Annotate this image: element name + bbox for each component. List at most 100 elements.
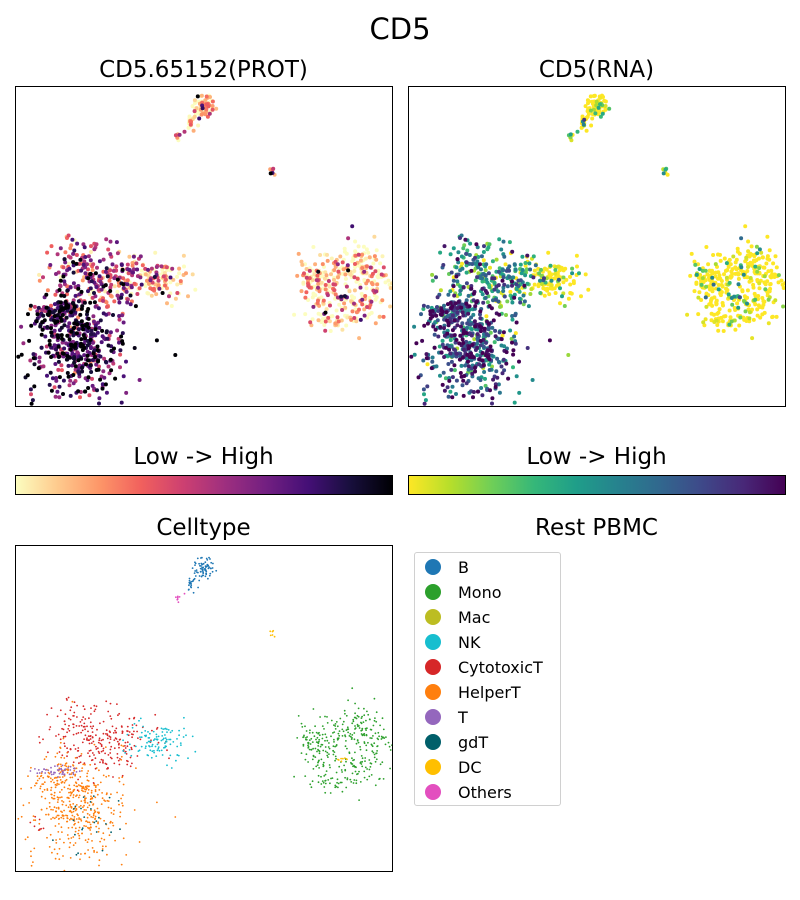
scatter-point xyxy=(70,351,75,356)
scatter-point xyxy=(109,820,112,823)
scatter-point xyxy=(459,305,464,310)
scatter-point xyxy=(54,783,57,786)
scatter-point xyxy=(51,778,54,781)
scatter-point xyxy=(45,373,49,378)
scatter-point xyxy=(194,106,199,111)
scatter-point xyxy=(96,359,100,364)
scatter-point xyxy=(157,747,160,750)
scatter-point xyxy=(81,333,86,338)
scatter-point xyxy=(112,276,117,281)
scatter-point xyxy=(598,95,603,100)
scatter-point xyxy=(105,729,108,732)
scatter-point xyxy=(46,713,48,716)
scatter-point xyxy=(151,745,153,748)
scatter-point xyxy=(124,289,129,294)
scatter-point xyxy=(451,278,456,283)
scatter-point xyxy=(341,728,344,731)
scatter-point xyxy=(98,769,100,772)
scatter-point xyxy=(479,325,484,330)
scatter-point xyxy=(189,119,193,124)
scatter-point xyxy=(361,765,364,768)
scatter-point xyxy=(106,737,109,740)
scatter-point xyxy=(552,286,557,291)
scatter-point xyxy=(105,823,107,825)
scatter-point xyxy=(106,768,108,770)
scatter-point xyxy=(318,750,321,753)
scatter-point xyxy=(58,751,61,753)
scatter-point xyxy=(80,369,84,374)
scatter-point xyxy=(148,278,153,283)
scatter-point xyxy=(77,784,80,786)
scatter-point xyxy=(495,375,500,380)
scatter-point xyxy=(510,340,514,345)
scatter-point xyxy=(421,303,426,308)
scatter-point xyxy=(326,315,331,320)
scatter-point xyxy=(114,839,116,842)
scatter-point xyxy=(122,745,125,748)
scatter-point xyxy=(202,574,205,577)
scatter-point xyxy=(44,344,49,349)
scatter-point xyxy=(694,281,699,286)
scatter-point xyxy=(383,280,388,285)
scatter-point xyxy=(90,759,93,762)
scatter-point xyxy=(323,328,328,333)
scatter-point xyxy=(444,345,448,350)
scatter-point xyxy=(462,243,467,248)
scatter-point xyxy=(438,250,443,255)
scatter-point xyxy=(125,300,130,305)
scatter-point xyxy=(68,246,73,251)
scatter-point xyxy=(76,813,79,816)
scatter-point xyxy=(201,568,204,571)
scatter-point xyxy=(66,820,68,823)
scatter-point xyxy=(86,785,88,787)
scatter-point xyxy=(125,278,130,283)
scatter-point xyxy=(49,326,53,331)
scatter-point xyxy=(442,326,446,331)
scatter-point xyxy=(84,852,86,855)
scatter-point xyxy=(109,738,112,740)
scatter-point xyxy=(71,826,74,829)
scatter-point xyxy=(372,234,377,239)
scatter-point xyxy=(311,780,314,783)
scatter-point xyxy=(486,245,491,250)
scatter-point xyxy=(135,767,137,769)
scatter-point xyxy=(492,340,497,345)
scatter-point xyxy=(302,745,305,747)
scatter-point xyxy=(45,807,48,810)
scatter-point xyxy=(325,736,328,739)
scatter-point xyxy=(32,362,37,367)
scatter-point xyxy=(63,250,68,255)
scatter-point xyxy=(86,254,91,259)
scatter-point xyxy=(455,306,460,311)
scatter-point xyxy=(730,267,735,272)
scatter-point xyxy=(77,821,80,824)
scatter-point xyxy=(59,347,63,352)
scatter-point xyxy=(59,796,61,799)
scatter-point xyxy=(178,596,181,598)
scatter-point xyxy=(84,362,88,367)
scatter-point xyxy=(130,746,133,749)
scatter-point xyxy=(381,717,384,720)
scatter-point xyxy=(455,279,460,284)
scatter-point xyxy=(518,262,523,267)
scatter-point xyxy=(80,731,82,734)
scatter-point xyxy=(507,275,512,279)
scatter-point xyxy=(104,752,106,755)
scatter-point xyxy=(337,302,342,307)
scatter-point xyxy=(466,364,471,369)
scatter-point xyxy=(91,736,94,739)
scatter-point xyxy=(447,376,452,380)
scatter-point xyxy=(151,743,154,746)
scatter-point xyxy=(177,754,180,757)
scatter-point xyxy=(318,738,321,741)
scatter-point xyxy=(490,396,495,401)
scatter-point xyxy=(432,345,437,350)
scatter-point xyxy=(313,262,318,267)
scatter-point xyxy=(102,774,105,777)
scatter-point xyxy=(93,704,96,707)
scatter-point xyxy=(525,253,530,258)
scatter-point xyxy=(488,265,492,270)
scatter-point xyxy=(86,386,91,390)
scatter-point xyxy=(176,596,179,599)
scatter-point xyxy=(366,710,368,713)
